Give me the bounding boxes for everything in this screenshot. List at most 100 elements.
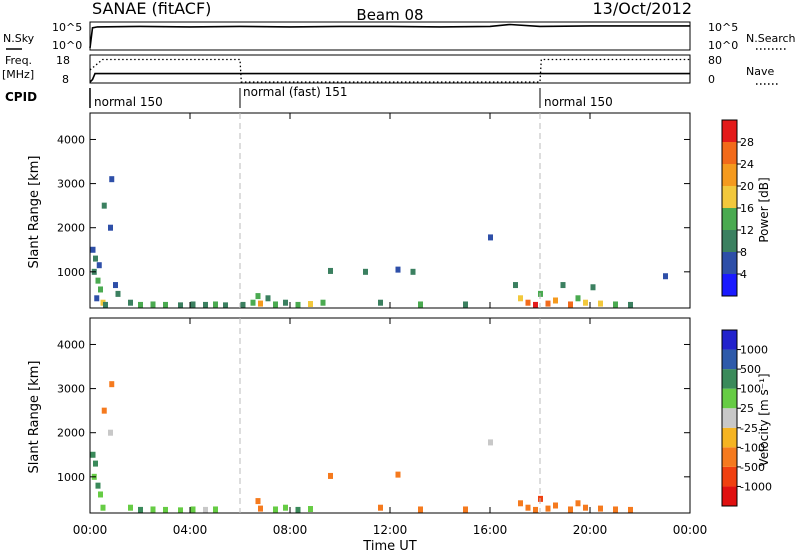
velocity-cell — [553, 502, 558, 509]
power-colorbar-swatch — [722, 120, 737, 142]
velocity-cell — [628, 506, 633, 513]
freq-left-label-2: [MHz] — [2, 68, 34, 81]
y-tick-label: 1000 — [57, 266, 85, 279]
power-colorbar-swatch — [722, 142, 737, 164]
x-tick-label: 00:00 — [73, 523, 108, 537]
velocity-colorbar-tick-label: 25 — [740, 402, 754, 415]
power-cell — [575, 295, 581, 302]
power-cell — [553, 297, 558, 304]
velocity-panel-frame — [89, 317, 691, 514]
power-colorbar-swatch — [722, 186, 737, 208]
power-cell — [663, 273, 668, 280]
velocity-colorbar: -1000 -500 -100 -25 25 100 500 1000 — [721, 329, 772, 507]
velocity-cell — [518, 500, 523, 507]
power-colorbar-swatch — [722, 164, 737, 186]
power-cell — [613, 301, 618, 308]
velocity-cell — [163, 506, 168, 513]
velocity-colorbar-tick-label: 100 — [740, 383, 761, 396]
power-ylabel: Slant Range [km] — [27, 156, 42, 269]
nave-label: Nave — [746, 65, 774, 78]
power-cell — [96, 262, 102, 269]
power-cell — [190, 301, 196, 308]
noise-panel-frame — [89, 21, 691, 51]
power-cell — [628, 301, 633, 308]
power-cell — [395, 266, 401, 273]
y-tick-label: 4000 — [57, 133, 85, 146]
power-cell — [308, 301, 313, 308]
velocity-cell — [273, 506, 278, 513]
velocity-cell — [258, 505, 263, 512]
power-cell — [213, 301, 218, 308]
power-cell — [295, 301, 301, 308]
cpid-segment-1: normal 150 — [94, 95, 163, 109]
velocity-cell — [283, 504, 288, 511]
power-cell — [410, 268, 416, 275]
velocity-cell — [128, 504, 133, 511]
power-cell — [223, 302, 228, 309]
power-cell — [283, 299, 288, 306]
power-colorbar-tick-label: 12 — [740, 224, 754, 237]
power-colorbar-tick-label: 28 — [740, 136, 754, 149]
cpid-label: CPID — [5, 90, 37, 104]
nave-line — [89, 58, 690, 83]
x-tick-label: 12:00 — [373, 523, 408, 537]
velocity-ylabel: Slant Range [km] — [27, 361, 42, 474]
velocity-cell — [150, 506, 156, 513]
power-cell — [250, 299, 256, 306]
velocity-cell — [100, 504, 106, 511]
freq-left-label-1: Freq. — [5, 54, 32, 67]
time-axis-ticks: 00:00 04:00 08:00 12:00 16:00 20:00 00:00 — [73, 113, 708, 537]
power-cell — [488, 234, 493, 241]
velocity-cell — [108, 429, 113, 436]
power-cell — [583, 299, 588, 306]
velocity-cell — [378, 504, 383, 511]
noise-right-tick-top: 10^5 — [708, 21, 738, 34]
power-cell — [545, 300, 551, 307]
power-cell — [568, 301, 573, 308]
freq-panel-frame — [89, 54, 691, 84]
velocity-cell — [138, 506, 143, 513]
power-colorbar-tick-label: 16 — [740, 202, 754, 215]
noise-left-label: N.Sky — [3, 32, 35, 45]
power-cell — [115, 290, 121, 297]
power-cell — [598, 300, 603, 307]
power-cell — [90, 246, 96, 253]
power-cell — [203, 301, 208, 308]
power-cell — [138, 301, 143, 308]
power-colorbar-tick-label: 24 — [740, 158, 754, 171]
velocity-colorbar-tick-label: -500 — [740, 461, 765, 474]
velocity-cell — [418, 506, 423, 513]
freq-right-tick-top: 80 — [708, 54, 722, 67]
velocity-cell — [575, 500, 581, 507]
velocity-cell — [308, 506, 313, 513]
velocity-cell — [190, 506, 196, 513]
velocity-y-ticks: 1000 2000 3000 4000 — [57, 338, 690, 484]
velocity-cell — [213, 506, 218, 513]
x-tick-label: 16:00 — [473, 523, 508, 537]
noise-right-label: N.Search — [746, 32, 796, 45]
power-colorbar: 4 8 12 16 20 24 28 — [721, 119, 754, 297]
velocity-colorbar-swatch — [722, 466, 737, 487]
velocity-cell — [178, 507, 183, 514]
power-cell — [590, 284, 596, 291]
power-colorbar-swatch — [722, 230, 737, 252]
freq-line — [89, 72, 690, 83]
velocity-cell — [463, 506, 468, 513]
velocity-colorbar-swatch — [722, 447, 737, 467]
velocity-colorbar-label: Velocity [m s⁻¹] — [757, 373, 771, 466]
freq-left-tick-top: 18 — [56, 54, 70, 67]
x-tick-label: 00:00 — [673, 523, 708, 537]
velocity-colorbar-frame — [721, 329, 738, 507]
velocity-cell — [395, 471, 401, 478]
power-colorbar-tick-label: 20 — [740, 180, 754, 193]
power-cell — [108, 224, 113, 231]
power-cell — [240, 301, 246, 308]
power-cell — [463, 301, 468, 308]
velocity-colorbar-tick-label: -100 — [740, 441, 765, 454]
beam-label: Beam 08 — [356, 6, 423, 24]
y-tick-label: 4000 — [57, 338, 85, 351]
power-cell — [258, 300, 263, 307]
power-colorbar-swatch — [722, 208, 737, 230]
y-tick-label: 2000 — [57, 222, 85, 235]
